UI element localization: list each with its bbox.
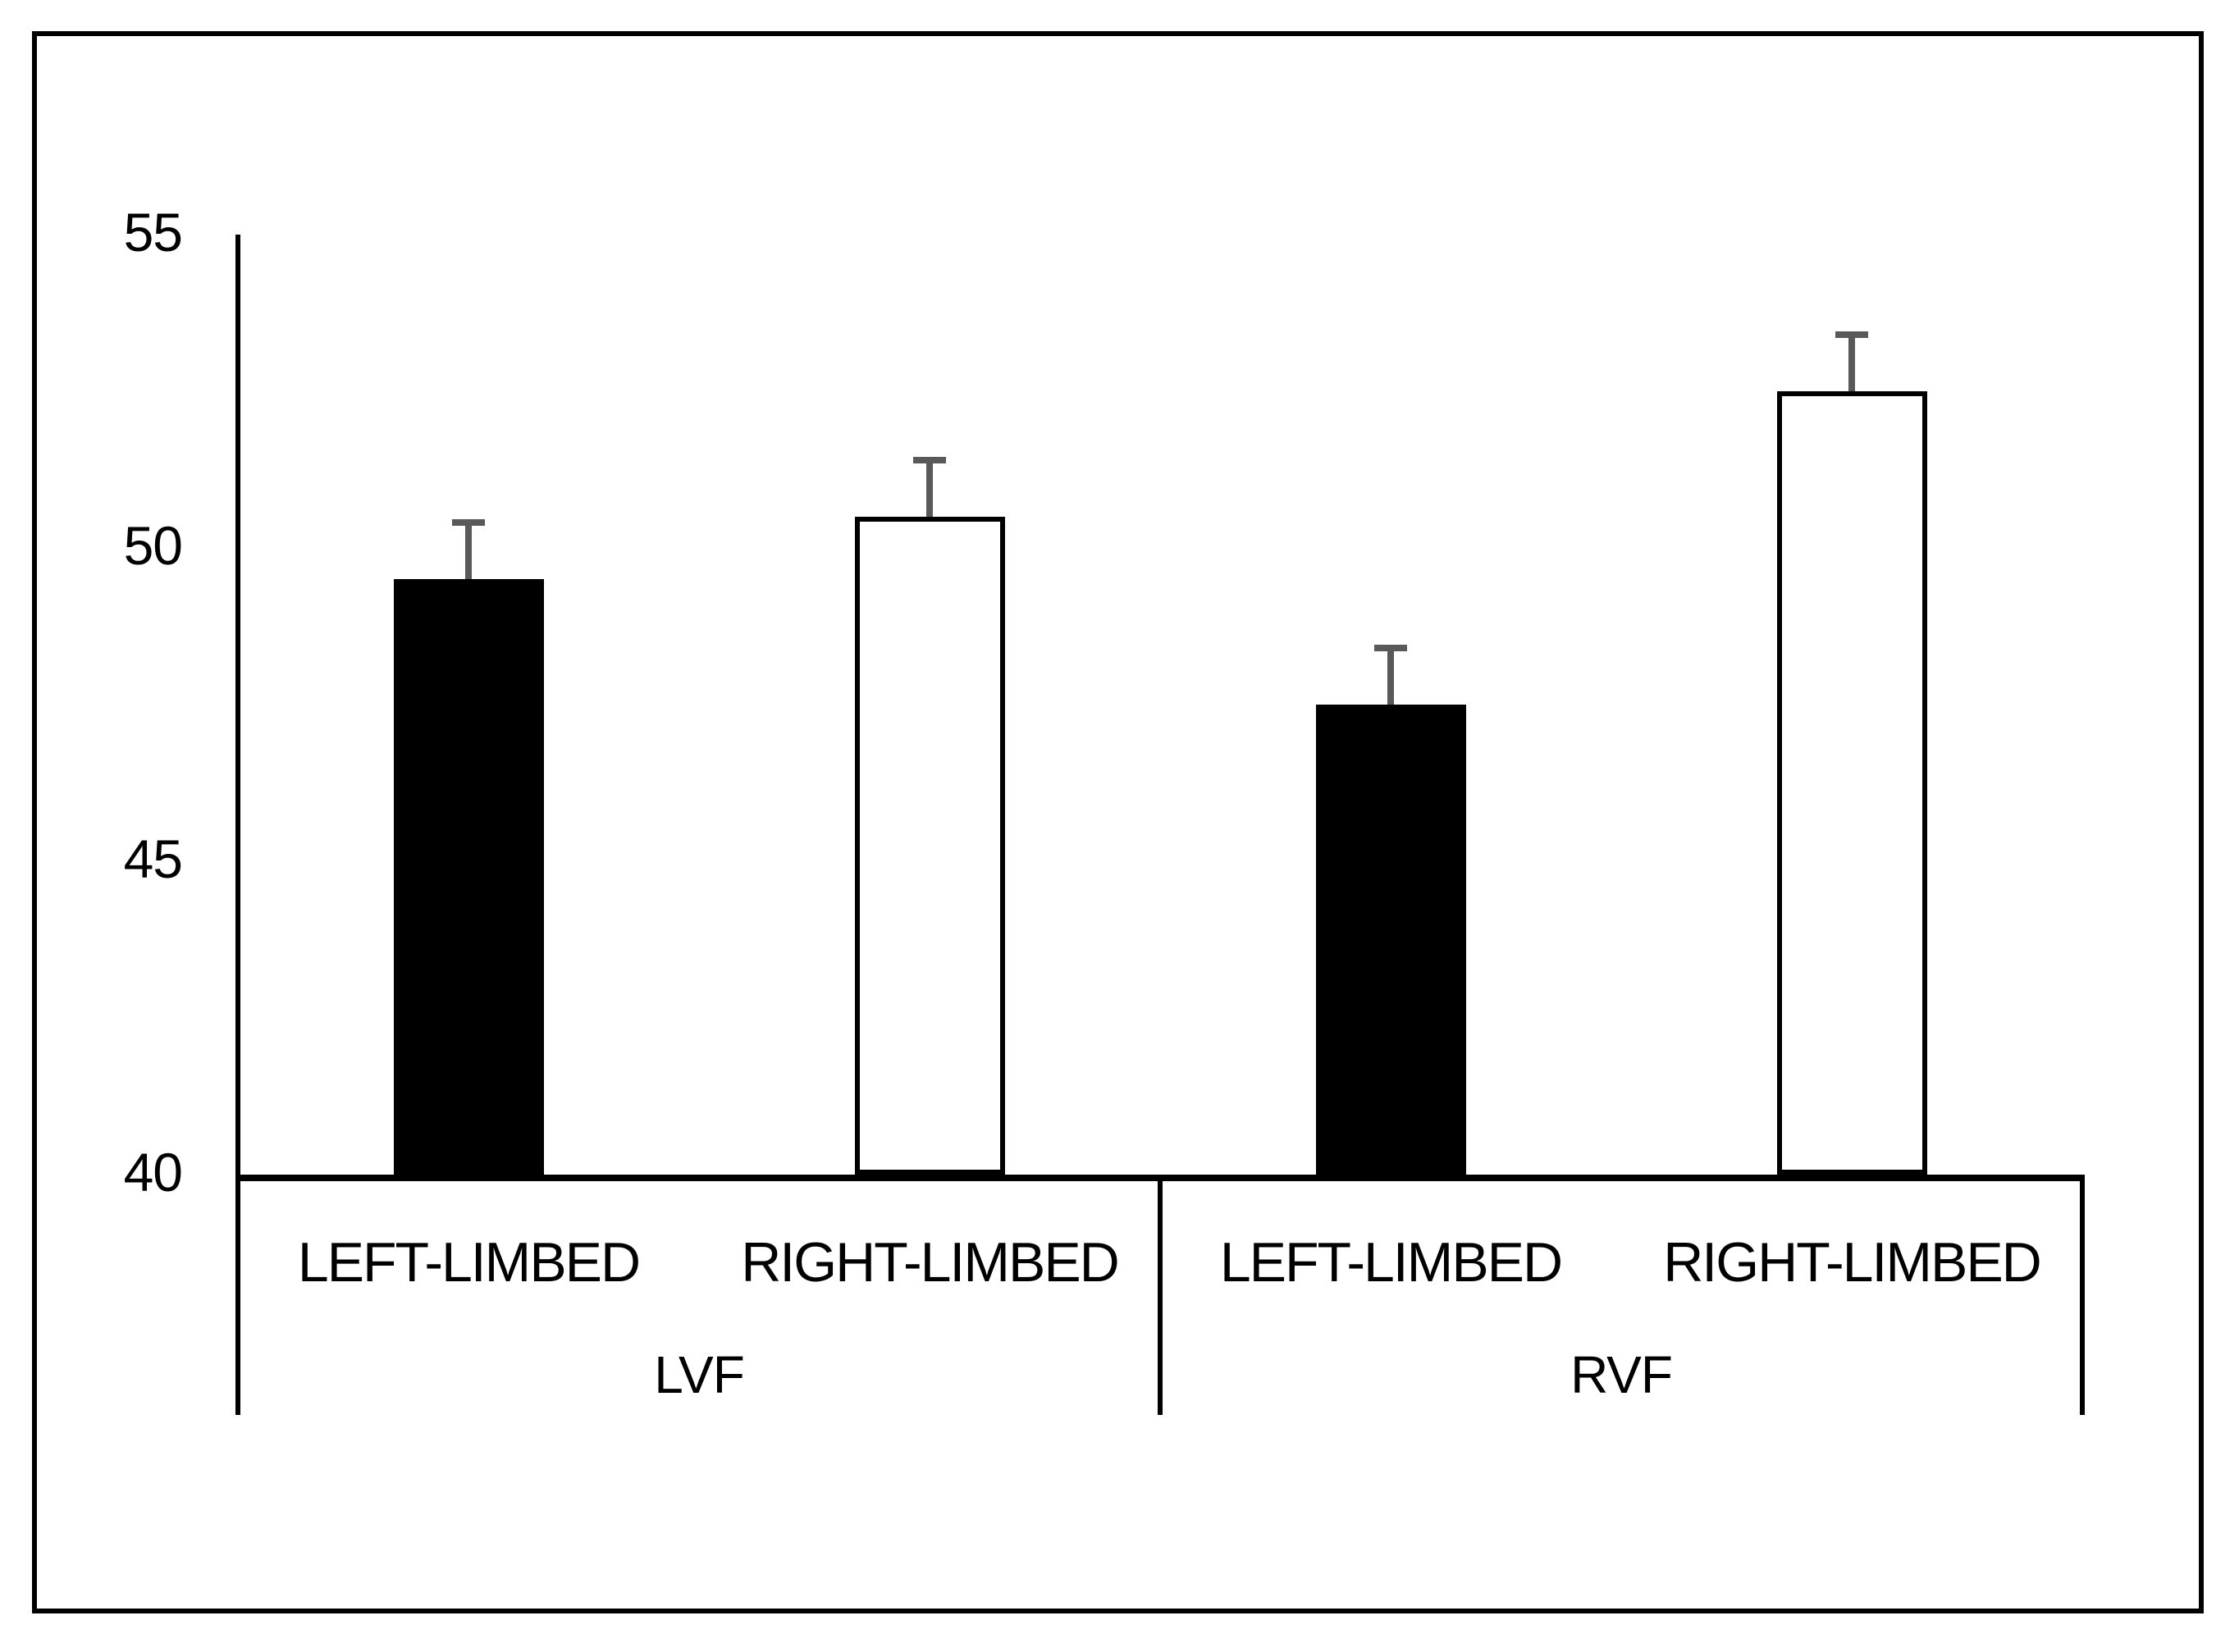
- category-label-lvf-left-limbed: LEFT-LIMBED: [297, 1231, 641, 1294]
- error-bar-cap-rvf-right-limbed: [1835, 331, 1868, 339]
- error-bar-cap-rvf-left-limbed: [1374, 645, 1407, 652]
- error-bar-cap-lvf-right-limbed: [913, 457, 946, 464]
- error-bar-cap-lvf-left-limbed: [452, 519, 485, 527]
- error-bar-stem-lvf-right-limbed: [926, 460, 933, 522]
- bar-lvf-right-limbed: [854, 516, 1005, 1175]
- category-label-rvf-left-limbed: LEFT-LIMBED: [1219, 1231, 1563, 1294]
- group-label-lvf: LVF: [654, 1345, 745, 1404]
- y-tick-label: 40: [123, 1142, 183, 1203]
- bar-rvf-left-limbed: [1315, 705, 1466, 1175]
- category-label-rvf-right-limbed: RIGHT-LIMBED: [1663, 1231, 2042, 1294]
- bar-lvf-left-limbed: [393, 579, 544, 1175]
- y-tick-label: 45: [123, 828, 183, 890]
- category-group-divider: [1158, 1181, 1163, 1415]
- x-axis-line: [235, 1175, 2085, 1181]
- error-bar-stem-rvf-left-limbed: [1387, 648, 1394, 710]
- y-tick-label: 55: [123, 202, 183, 263]
- error-bar-stem-rvf-right-limbed: [1848, 335, 1855, 396]
- error-bar-stem-lvf-left-limbed: [465, 523, 472, 585]
- y-axis-line: [235, 235, 240, 1415]
- y-tick-label: 50: [123, 515, 183, 577]
- bar-rvf-right-limbed: [1776, 391, 1927, 1175]
- category-table-right-line: [2080, 1181, 2085, 1415]
- group-label-rvf: RVF: [1570, 1345, 1673, 1404]
- category-label-lvf-right-limbed: RIGHT-LIMBED: [741, 1231, 1120, 1294]
